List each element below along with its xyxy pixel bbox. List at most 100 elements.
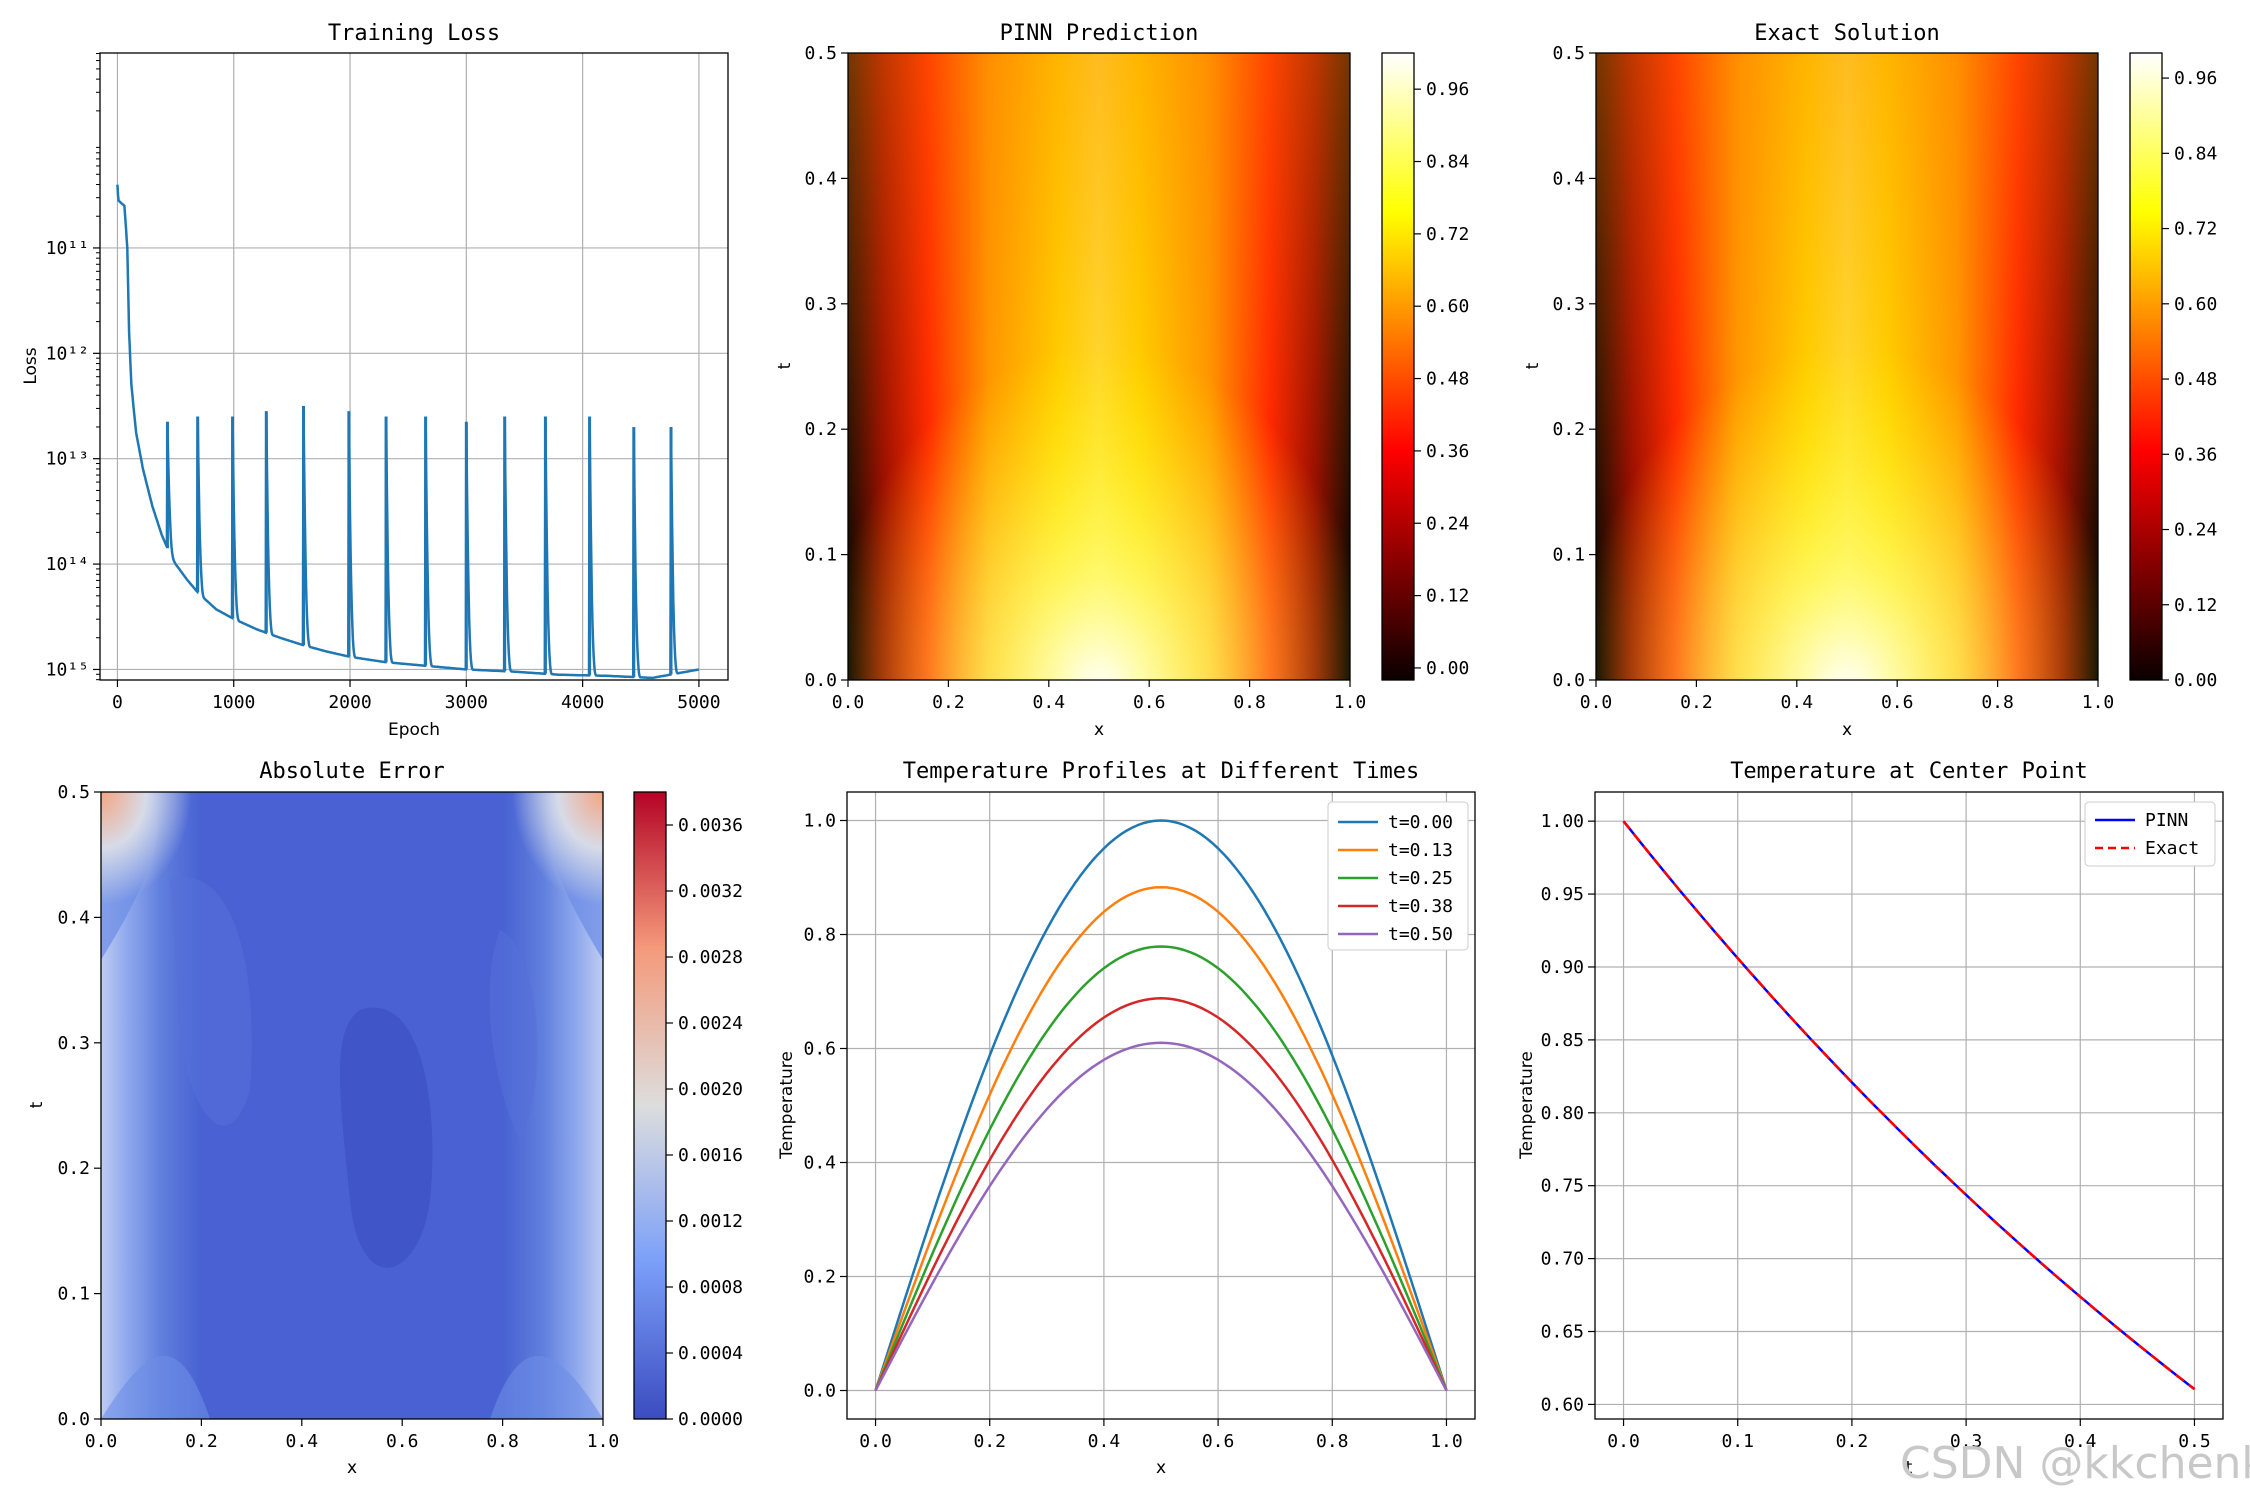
center-xtick-label: 0.3 (1950, 1431, 1983, 1452)
exact-ytick-label: 0.5 (1552, 43, 1585, 64)
center-legend-label: PINN (2145, 810, 2188, 831)
error-ytick-label: 0.0 (57, 1409, 90, 1430)
exact-title: Exact Solution (1754, 21, 1939, 46)
center-line-exact (1622, 820, 2196, 1391)
center-xtick-label: 0.0 (1607, 1431, 1640, 1452)
pinn-cbar-label: 0.12 (1426, 586, 1469, 607)
pinn-panel: 0.0 0.2 0.4 0.6 0.8 1.0 0.0 0.1 0.2 0.3 0.4 0.5 0.00… (804, 43, 1469, 713)
center-xtick-label: 0.1 (1721, 1431, 1754, 1452)
exact-cbar-label: 0.84 (2174, 143, 2217, 164)
loss-ytick-label: 10¹³ (46, 449, 89, 470)
pinn-cbar-frame (1381, 52, 1415, 681)
pinn-frame (847, 52, 1351, 681)
center-ytick-label: 0.70 (1541, 1249, 1584, 1270)
pinn-xtick-label: 0.0 (832, 692, 865, 713)
error-cbar-label: 0.0032 (678, 881, 743, 902)
loss-xtick-label: 1000 (212, 692, 255, 713)
center-ytick-label: 0.60 (1541, 1394, 1584, 1415)
error-cbar-label: 0.0024 (678, 1013, 743, 1034)
error-ytick-label: 0.1 (57, 1284, 90, 1305)
loss-xtick-label: 3000 (445, 692, 488, 713)
pinn-cbar-label: 0.00 (1426, 658, 1469, 679)
exact-xtick-label: 1.0 (2082, 692, 2115, 713)
loss-xtick-label: 4000 (561, 692, 604, 713)
pinn-ytick-label: 0.4 (804, 168, 837, 189)
center-ytick-label: 0.95 (1541, 884, 1584, 905)
exact-frame (1595, 52, 2099, 681)
pinn-ytick-label: 0.1 (804, 545, 837, 566)
exact-ytick-label: 0.1 (1552, 545, 1585, 566)
error-xtick-label: 0.8 (486, 1431, 519, 1452)
error-ytick-label: 0.3 (57, 1033, 90, 1054)
profiles-title: Temperature Profiles at Different Times (903, 759, 1420, 784)
profile-line-t=0.50 (874, 1041, 1448, 1392)
profiles-ytick-label: 1.0 (803, 811, 836, 832)
loss-plot-area (116, 184, 700, 680)
profiles-xtick-label: 0.8 (1316, 1431, 1349, 1452)
center-ytick-label: 0.75 (1541, 1176, 1584, 1197)
center-xtick-label: 0.2 (1836, 1431, 1869, 1452)
center-legend-box (2084, 801, 2216, 867)
error-ytick-label: 0.5 (57, 782, 90, 803)
error-colorbar (634, 792, 666, 1419)
exact-cbar-frame (2129, 52, 2163, 681)
profiles-ytick-label: 0.8 (803, 925, 836, 946)
profiles-panel: 0.0 0.2 0.4 0.6 0.8 1.0 0.0 0.2 0.4 0.6 0.8 1.0 t=0.… (803, 791, 1476, 1452)
profiles-ytick-label: 0.2 (803, 1267, 836, 1288)
exact-xtick-label: 0.6 (1881, 692, 1914, 713)
loss-xlabel: Epoch (388, 720, 440, 740)
error-xtick-label: 0.4 (286, 1431, 319, 1452)
profiles-ylabel: Temperature (777, 1051, 797, 1160)
error-corner-right (101, 792, 603, 1419)
profiles-xtick-label: 0.0 (859, 1431, 892, 1452)
exact-panel: 0.0 0.2 0.4 0.6 0.8 1.0 0.0 0.1 0.2 0.3 0.4 0.5 0.00… (1552, 43, 2217, 713)
exact-ytick-label: 0.3 (1552, 294, 1585, 315)
profiles-legend-label: t=0.13 (1388, 840, 1453, 861)
error-cbar-label: 0.0028 (678, 947, 743, 968)
loss-ytick-label: 10¹⁴ (46, 554, 89, 575)
profiles-ytick-label: 0.6 (803, 1039, 836, 1060)
exact-cbar-label: 0.12 (2174, 595, 2217, 616)
loss-ytick-label: 10¹¹ (46, 238, 89, 259)
loss-xtick-label: 0 (112, 692, 123, 713)
loss-xtick-label: 5000 (677, 692, 720, 713)
profile-line-t=0.13 (874, 885, 1448, 1391)
center-ytick-label: 0.85 (1541, 1030, 1584, 1051)
error-xtick-label: 0.6 (386, 1431, 419, 1452)
error-cbar-label: 0.0004 (678, 1343, 743, 1364)
pinn-ytick-label: 0.3 (804, 294, 837, 315)
error-title: Absolute Error (259, 759, 444, 784)
profiles-legend-label: t=0.50 (1388, 924, 1453, 945)
profiles-xtick-label: 0.6 (1202, 1431, 1235, 1452)
pinn-cbar-label: 0.48 (1426, 369, 1469, 390)
watermark: CSDN @kkchenkx (1900, 1438, 2250, 1489)
pinn-cbar-label: 0.72 (1426, 224, 1469, 245)
profiles-ytick-label: 0.4 (803, 1153, 836, 1174)
exact-cbar-label: 0.72 (2174, 219, 2217, 240)
error-cbar-label: 0.0008 (678, 1277, 743, 1298)
error-cbar-label: 0.0012 (678, 1211, 743, 1232)
exact-cbar-label: 0.48 (2174, 369, 2217, 390)
profiles-frame (846, 791, 1476, 1420)
center-ylabel: Temperature (1517, 1051, 1537, 1160)
error-cbar-label: 0.0016 (678, 1145, 743, 1166)
center-title: Temperature at Center Point (1730, 759, 2088, 784)
pinn-xtick-label: 0.8 (1233, 692, 1266, 713)
exact-xlabel: x (1842, 720, 1852, 740)
pinn-cbar-label: 0.84 (1426, 152, 1469, 173)
loss-panel: 0 1000 2000 3000 4000 5000 10¹¹ 10¹² 10¹³ 10¹⁴ 10¹… (46, 52, 729, 713)
loss-ytick-label: 10¹² (46, 343, 89, 364)
error-xtick-label: 0.0 (85, 1431, 118, 1452)
exact-cbar-label: 0.24 (2174, 520, 2217, 541)
pinn-xtick-label: 0.6 (1133, 692, 1166, 713)
exact-cbar-label: 0.00 (2174, 670, 2217, 691)
exact-xtick-label: 0.4 (1781, 692, 1814, 713)
error-xtick-label: 1.0 (587, 1431, 620, 1452)
profiles-legend-box (1327, 801, 1469, 951)
error-cbar-frame (633, 791, 667, 1420)
profiles-xtick-label: 0.2 (973, 1431, 1006, 1452)
profiles-ytick-label: 0.0 (803, 1381, 836, 1402)
pinn-xtick-label: 1.0 (1334, 692, 1367, 713)
error-cbar-label: 0.0020 (678, 1079, 743, 1100)
